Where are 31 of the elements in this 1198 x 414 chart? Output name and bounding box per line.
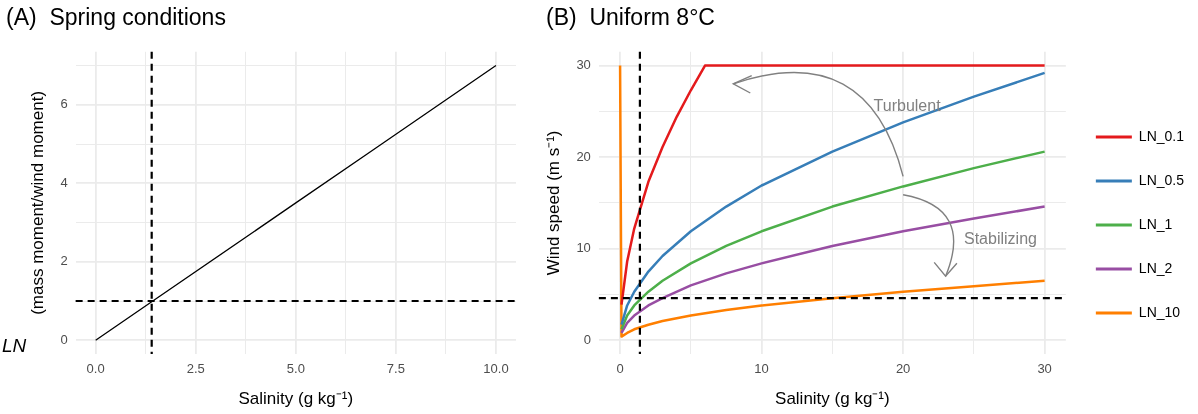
- x-tick-label: 5.0: [286, 361, 305, 377]
- text: LN: [2, 334, 27, 356]
- chart-title: (B) Uniform 8°C: [546, 4, 715, 31]
- y-tick-label: 6: [60, 96, 68, 112]
- y-axis-title: Wind speed (m s⁻¹): [543, 130, 563, 276]
- legend-label: LN_1: [1138, 215, 1173, 232]
- y-tick-label: 2: [60, 253, 68, 269]
- legend-label: LN_0.5: [1138, 171, 1185, 188]
- x-tick-label: 0: [616, 361, 624, 377]
- y-tick-label: 4: [60, 174, 68, 190]
- y-tick-label: 10: [576, 240, 591, 256]
- annotation: Turbulent: [873, 96, 942, 114]
- y-axis-title: (mass moment/wind moment): [27, 90, 47, 315]
- y-tick-label: 20: [576, 148, 591, 164]
- x-tick-label: 10: [754, 361, 769, 377]
- x-tick-label: 7.5: [386, 361, 405, 377]
- legend-label: LN_2: [1138, 259, 1173, 276]
- x-tick-label: 30: [1037, 361, 1052, 377]
- x-tick-label: 0.0: [86, 361, 105, 377]
- x-axis-title: Salinity (g kg⁻¹): [238, 389, 354, 409]
- y-tick-label: 0: [583, 331, 591, 347]
- annotation: Stabilizing: [964, 229, 1037, 247]
- x-tick-label: 10.0: [483, 361, 509, 377]
- x-axis-title: Salinity (g kg⁻¹): [775, 389, 890, 409]
- legend-label: LN_10: [1138, 303, 1181, 320]
- x-tick-label: 2.5: [186, 361, 205, 377]
- chart-title: (A) Spring conditions: [6, 4, 226, 31]
- x-tick-label: 20: [895, 361, 911, 377]
- y-tick-label: 30: [576, 57, 591, 73]
- y-tick-label: 0: [60, 331, 68, 347]
- legend-label: LN_0.1: [1138, 127, 1185, 144]
